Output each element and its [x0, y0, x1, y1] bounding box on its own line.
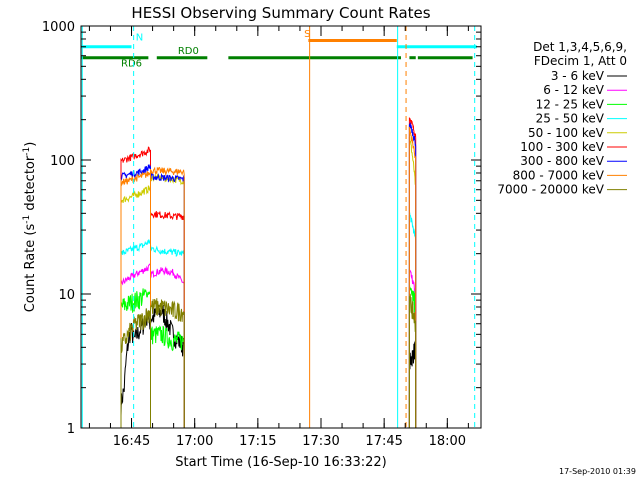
footer-timestamp: 17-Sep-2010 01:39	[559, 467, 636, 476]
legend-header-line-1: Det 1,3,4,5,6,9,	[533, 40, 627, 54]
series-line-8-seg1	[120, 308, 151, 428]
legend-label: 100 - 300 keV	[520, 140, 604, 154]
y-tick-label: 10	[58, 288, 75, 303]
x-tick-label: 17:15	[239, 434, 276, 449]
series-line-5-seg3	[408, 117, 417, 428]
rd6-flag-label: RD6	[121, 58, 142, 69]
legend-label: 25 - 50 keV	[536, 112, 605, 126]
x-tick-label: 16:45	[113, 434, 150, 449]
series-line-0-seg3	[408, 338, 417, 428]
series-line-7-seg2	[150, 166, 185, 428]
series-line-7-seg3	[408, 126, 417, 428]
flags-layer: N S RD0 RD6	[81, 29, 477, 69]
series-line-4-seg3	[408, 134, 417, 428]
data-layer	[120, 117, 417, 428]
series-line-3-seg3	[408, 212, 417, 428]
vertical-lines	[81, 26, 476, 428]
y-axis-ticks: 1 10 100 1000	[42, 20, 481, 437]
series-line-8-seg2	[150, 298, 185, 428]
y-tick-label: 1000	[42, 20, 75, 35]
x-tick-label: 17:45	[365, 434, 402, 449]
s-flag-label: S	[304, 29, 310, 40]
legend-label: 800 - 7000 keV	[513, 168, 605, 182]
y-tick-label: 100	[50, 154, 75, 169]
legend-label: 300 - 800 keV	[520, 154, 604, 168]
x-axis-label: Start Time (16-Sep-10 16:33:22)	[175, 455, 386, 470]
series-line-0-seg2	[150, 304, 185, 428]
series-line-3-seg1	[120, 238, 151, 428]
x-tick-label: 17:00	[176, 434, 213, 449]
y-label-main: Count Rate (s	[23, 224, 38, 313]
plot-frame	[80, 25, 482, 429]
x-tick-label: 18:00	[429, 434, 466, 449]
legend-label: 50 - 100 keV	[528, 126, 605, 140]
legend-label: 12 - 25 keV	[536, 97, 605, 111]
chart-title: HESSI Observing Summary Count Rates	[131, 4, 430, 22]
y-label-sup1: -1	[22, 215, 32, 224]
legend-label: 7000 - 20000 keV	[497, 183, 604, 197]
y-tick-label: 1	[67, 422, 75, 437]
series-line-5-seg2	[150, 211, 185, 428]
y-axis-label: Count Rate (s-1 detector-1)	[22, 142, 38, 313]
x-axis-ticks: 16:45 17:00 17:15 17:30 17:45 18:00	[88, 26, 469, 449]
legend: Det 1,3,4,5,6,9, FDecim 1, Att 0 3 - 6 k…	[497, 40, 627, 197]
x-tick-label: 17:30	[302, 434, 339, 449]
series-line-1-seg2	[150, 266, 185, 428]
legend-header-line-2: FDecim 1, Att 0	[534, 54, 627, 68]
series-line-5-seg1	[120, 146, 151, 428]
series-line-1-seg3	[408, 268, 417, 428]
series-line-7-seg1	[120, 171, 151, 428]
series-line-8-seg3	[408, 293, 417, 428]
n-flag-label: N	[136, 32, 143, 43]
series-line-2-seg2	[150, 325, 185, 428]
series-line-2-seg3	[408, 283, 417, 428]
y-label-sup2: -1	[22, 147, 32, 156]
series-line-6-seg3	[408, 122, 417, 428]
rd0-flag-label: RD0	[178, 46, 199, 57]
series-line-6-seg2	[150, 172, 185, 428]
legend-label: 3 - 6 keV	[551, 69, 605, 83]
series-line-3-seg2	[150, 245, 185, 428]
legend-label: 6 - 12 keV	[543, 83, 605, 97]
y-label-mid: detector	[23, 155, 38, 215]
y-label-end: )	[23, 142, 38, 147]
series-line-1-seg1	[120, 263, 151, 428]
series-line-2-seg1	[120, 288, 151, 428]
series-line-4-seg1	[120, 185, 151, 428]
